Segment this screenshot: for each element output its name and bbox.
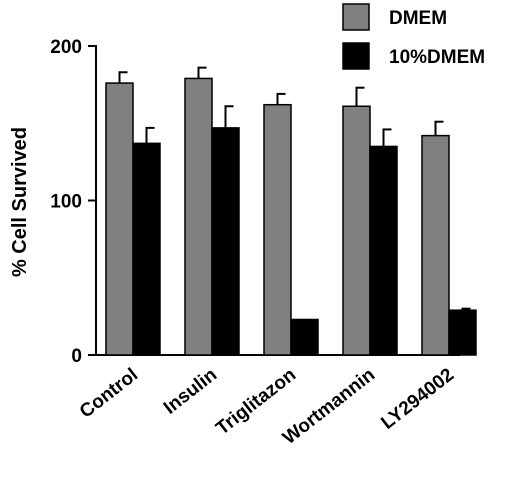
bar-10-dmem-insulin bbox=[211, 127, 240, 356]
y-tick-label: 0 bbox=[71, 346, 82, 367]
y-axis-label: % Cell Survived bbox=[9, 127, 31, 277]
bar-dmem-ly294002 bbox=[421, 134, 450, 356]
bar-dmem-insulin bbox=[184, 77, 213, 356]
bar-dmem-triglitazon bbox=[263, 103, 292, 356]
legend-label: 10%DMEM bbox=[389, 47, 485, 68]
legend-swatch-10-dmem bbox=[342, 42, 370, 70]
x-tick-label: LY294002 bbox=[377, 364, 458, 433]
x-tick-label: Insulin bbox=[160, 364, 221, 418]
x-tick-label: Control bbox=[76, 364, 142, 422]
bar-10-dmem-control bbox=[132, 142, 161, 356]
y-tick-label: 200 bbox=[50, 37, 82, 58]
y-tick-label: 100 bbox=[50, 192, 82, 213]
legend: DMEM 10%DMEM bbox=[342, 3, 485, 70]
legend-label: DMEM bbox=[389, 8, 447, 29]
bar-dmem-control bbox=[105, 82, 134, 356]
bar-10-dmem-wortmannin bbox=[369, 145, 398, 356]
bar-10-dmem-triglitazon bbox=[290, 318, 319, 356]
bar-dmem-wortmannin bbox=[342, 105, 371, 356]
bars bbox=[105, 66, 477, 356]
bar-10-dmem-ly294002 bbox=[448, 309, 477, 356]
legend-swatch-dmem bbox=[342, 3, 370, 31]
